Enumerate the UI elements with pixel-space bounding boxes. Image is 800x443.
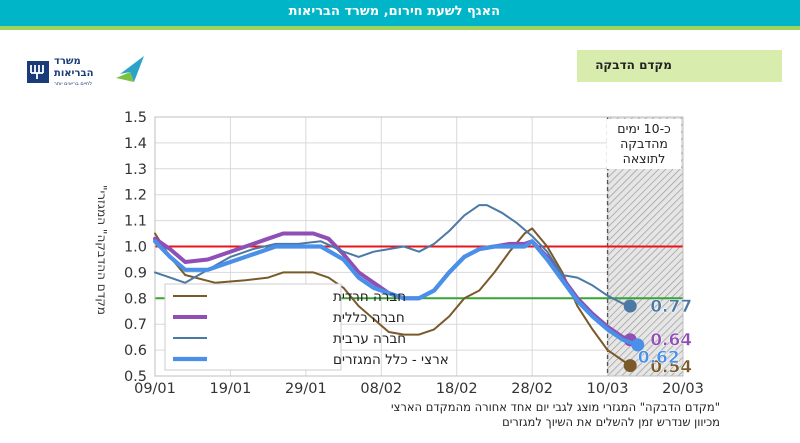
y-tick-label: 0.5 (124, 369, 147, 385)
shaded-note-line: מהדבקה (620, 136, 668, 151)
legend-label: חברה ערבית (333, 331, 406, 347)
header-accent-stripe (0, 26, 800, 30)
series-national-end-marker (631, 338, 645, 352)
footnote-line-1: "מקדם הדבקה" המגזרי מוצג לגבי יום אחד אח… (390, 400, 720, 414)
series-end-value-label: 0.62 (638, 348, 680, 368)
y-tick-label: 1.4 (124, 136, 147, 152)
ministry-logo: משרד הבריאות לחיים בריאים יותר (22, 54, 144, 90)
plot-frame (154, 116, 684, 377)
legend-label: חברה כללית (333, 310, 405, 326)
logo-swoosh-icon (116, 56, 144, 82)
series-end-value-label: 0.77 (650, 297, 692, 317)
y-axis-label: "מקדם ההדבקה" המגזרי (95, 185, 109, 315)
section-label-box: מקדם הדבקה (577, 50, 782, 82)
shaded-note-line: לתוצאה (623, 151, 666, 166)
legend-label: חברה חרדית (333, 289, 406, 305)
series-haredi-end-marker (623, 359, 637, 373)
y-tick-label: 1.0 (124, 240, 147, 256)
x-tick-label: 18/02 (436, 381, 478, 397)
x-tick-label: 28/02 (511, 381, 553, 397)
legend-box (164, 283, 342, 371)
chart-axes: 0.5 0.6 0.7 0.8 0.9 1.0 1.1 1.2 1.3 1.4 1.5 09/01 19… (124, 110, 704, 397)
header-bar: האגף לשעת חירום, משרד הבריאות (0, 0, 800, 26)
x-tick-label: 20/03 (662, 381, 704, 397)
y-tick-label: 0.9 (124, 265, 147, 281)
logo-line-1: משרד (54, 56, 81, 67)
logo-line-3: לחיים בריאים יותר (54, 81, 93, 87)
x-tick-label: 19/01 (210, 381, 252, 397)
y-tick-label: 0.7 (124, 317, 147, 333)
chart-footnote: "מקדם הדבקה" המגזרי מוצג לגבי יום אחד אח… (160, 400, 720, 430)
y-tick-label: 0.6 (124, 343, 147, 359)
series-arab (154, 204, 632, 308)
series-end-value-label: 0.64 (650, 331, 692, 351)
legend-label: ארצי - כלל המגזרים (333, 352, 449, 368)
logo-line-2: הבריאות (54, 68, 94, 79)
x-tick-label: 09/01 (134, 381, 176, 397)
series-arab-end-marker (623, 299, 637, 313)
y-tick-label: 1.2 (124, 188, 147, 204)
x-tick-label: 08/02 (360, 381, 402, 397)
y-tick-label: 1.5 (124, 110, 147, 126)
header-title: האגף לשעת חירום, משרד הבריאות (288, 4, 500, 19)
chart-legend: חברה חרדית חברה כללית חברה ערבית ארצי - כלל… (164, 283, 449, 371)
series-end-labels: 0.54 0.64 0.77 0.62 (637, 297, 692, 378)
shaded-note-line: כ-10 ימים (617, 121, 670, 136)
series-national (152, 239, 640, 347)
series-end-value-label: 0.54 (650, 358, 692, 378)
shaded-note-box (607, 119, 681, 169)
y-tick-label: 1.3 (124, 162, 147, 178)
chart-series (152, 204, 645, 373)
footnote-line-2: מכיוון שנדרש זמן להשלים את השיוך למגזרים (502, 415, 720, 429)
series-haredi (154, 227, 632, 367)
section-label: מקדם הדבקה (595, 58, 672, 72)
menorah-icon (27, 61, 49, 83)
y-tick-label: 0.8 (124, 291, 147, 307)
x-tick-label: 10/03 (587, 381, 629, 397)
x-tick-label: 29/01 (285, 381, 327, 397)
y-tick-label: 1.1 (124, 214, 147, 230)
